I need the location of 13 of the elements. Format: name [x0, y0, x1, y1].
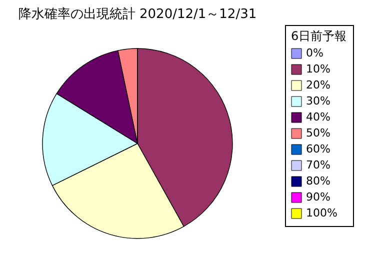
legend-label: 60%: [306, 142, 330, 156]
legend-label: 90%: [306, 190, 330, 204]
legend-title: 6日前予報: [291, 29, 347, 43]
legend-label: 0%: [306, 46, 324, 60]
legend-label: 30%: [306, 94, 330, 108]
legend-label: 100%: [306, 206, 338, 220]
legend-label: 50%: [306, 126, 330, 140]
legend-label: 20%: [306, 78, 330, 92]
legend-label: 40%: [306, 110, 330, 124]
chart-title: 降水確率の出現統計 2020/12/1～12/31: [18, 6, 257, 22]
legend-label: 70%: [306, 158, 330, 172]
legend-label: 10%: [306, 62, 330, 76]
legend-label: 80%: [306, 174, 330, 188]
